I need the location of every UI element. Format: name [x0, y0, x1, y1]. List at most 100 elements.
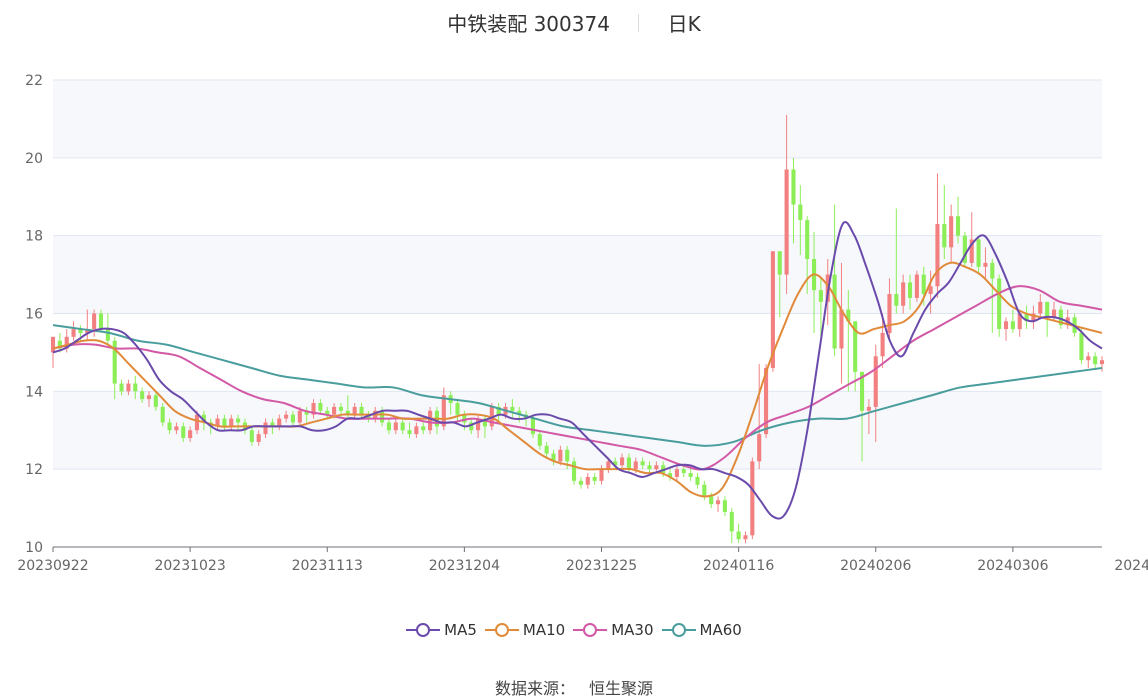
candle-body [791, 169, 796, 205]
candle-body [194, 414, 200, 431]
candle-body [407, 430, 412, 435]
candle-body [558, 449, 563, 462]
legend-marker-icon [573, 623, 608, 637]
candle-body [133, 383, 138, 392]
candle-body [167, 422, 172, 431]
candle-body [229, 418, 234, 427]
candle-body [530, 418, 535, 435]
candle-body [380, 410, 385, 423]
candle-body [750, 461, 755, 536]
candle-body [613, 461, 618, 466]
grid-band [53, 157, 1102, 236]
candle-body [249, 430, 254, 442]
candle-body [290, 414, 296, 423]
candle-body [572, 461, 577, 481]
candle-body [818, 290, 823, 302]
candle-body [688, 473, 693, 477]
x-tick-label: 20231225 [566, 558, 637, 574]
candle-body [393, 422, 398, 431]
candle-body [640, 461, 645, 466]
legend-item-ma10[interactable]: MA10 [484, 621, 565, 639]
candle-body [318, 403, 323, 411]
candle-body [949, 216, 954, 248]
source-value: 恒生聚源 [589, 679, 654, 698]
candle-body [880, 332, 885, 357]
candle-body [626, 457, 631, 470]
legend-marker-icon [661, 623, 696, 637]
candle-body [284, 414, 289, 419]
candle-body [421, 426, 426, 431]
x-tick-label: 20240326 [1114, 558, 1148, 574]
candle-body [647, 465, 652, 470]
candle-body [859, 371, 865, 411]
candle-body [517, 410, 522, 415]
x-tick-label: 20230922 [17, 558, 88, 574]
candle-body [887, 294, 892, 333]
y-tick-label: 18 [25, 229, 43, 245]
candle-body [770, 251, 775, 368]
title-separator [638, 13, 640, 32]
candle-body [1086, 356, 1091, 361]
candle-body [263, 422, 268, 435]
candle-body [462, 414, 467, 423]
candle-body [997, 278, 1002, 330]
candle-body [633, 461, 638, 470]
candle-body [668, 473, 673, 477]
candle-body [798, 204, 803, 221]
x-tick-label: 20240306 [977, 558, 1048, 574]
candle-body [942, 223, 947, 248]
candle-body [236, 418, 241, 423]
candle-body [160, 406, 165, 423]
x-tick-label: 20231023 [154, 558, 225, 574]
candle-body [599, 469, 604, 481]
candle-body [222, 418, 227, 427]
candle-body [914, 274, 919, 298]
candle-body [256, 434, 261, 442]
candle-body [901, 282, 906, 306]
candle-body [990, 262, 995, 279]
candle-body [935, 223, 940, 287]
stock-title: 中铁装配 300374 [447, 12, 610, 36]
candle-body [188, 430, 193, 439]
candle-body [57, 340, 62, 349]
candle-body [510, 406, 515, 411]
candle-body [715, 500, 721, 505]
candlestick-chart: 10 12 14 16 18 20 22 20230922 20231023 20231113 20… [17, 73, 1148, 574]
candle-body [969, 239, 974, 263]
candle-body [140, 391, 145, 400]
legend-marker-icon [406, 623, 441, 637]
candle-body [839, 309, 844, 349]
candle-body [1017, 313, 1022, 330]
grid-band [53, 235, 1102, 314]
candle-body [476, 418, 481, 431]
candle-body [736, 531, 741, 540]
candle-body [983, 262, 988, 267]
candle-body [297, 410, 302, 423]
candle-body [98, 313, 104, 330]
period-label: 日K [667, 12, 701, 36]
candle-body [304, 410, 309, 415]
candle-body [105, 329, 110, 341]
candle-body [1045, 301, 1050, 318]
legend-item-ma30[interactable]: MA30 [573, 621, 654, 639]
candle-body [907, 282, 913, 298]
legend-item-ma60[interactable]: MA60 [661, 621, 742, 639]
candle-body [962, 235, 967, 263]
legend-item-ma5[interactable]: MA5 [406, 621, 477, 639]
candle-body [359, 406, 364, 415]
candle-body [674, 469, 679, 477]
candle-body [763, 367, 769, 435]
candle-body [1031, 313, 1036, 322]
candle-body [832, 274, 837, 349]
candle-body [181, 426, 186, 439]
candle-body [496, 406, 501, 415]
series-line-ma30 [52, 285, 1103, 471]
candle-body [654, 465, 659, 470]
candle-body [873, 356, 878, 407]
candle-body [784, 169, 789, 275]
candle-body [620, 457, 625, 466]
candle-body [743, 535, 748, 540]
candle-body [201, 414, 206, 423]
candle-body [1058, 309, 1063, 326]
candle-body [146, 395, 152, 400]
